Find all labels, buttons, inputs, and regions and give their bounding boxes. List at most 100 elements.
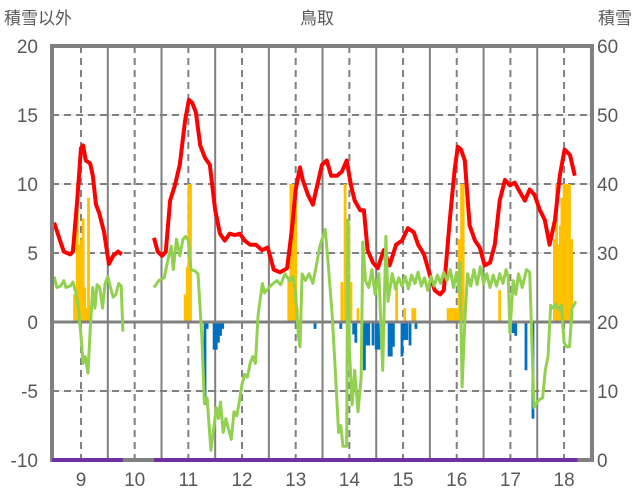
y-tick-right: 50 — [597, 106, 618, 127]
orange-bar — [183, 294, 187, 322]
blue-bar — [371, 322, 375, 346]
blue-bar — [203, 322, 207, 405]
green-line — [52, 275, 125, 375]
x-tick: 15 — [392, 470, 413, 491]
x-tick: 12 — [231, 470, 252, 491]
blue-bar — [205, 322, 209, 329]
blue-bar — [374, 322, 378, 350]
orange-bar — [291, 184, 294, 322]
orange-bar — [568, 184, 571, 322]
y-tick-left: -10 — [11, 451, 38, 472]
blue-bar — [363, 322, 366, 371]
orange-bar — [558, 225, 562, 322]
orange-bar — [287, 276, 291, 322]
orange-bar — [498, 290, 502, 322]
orange-bar — [84, 308, 88, 322]
line-series — [52, 97, 592, 452]
orange-bar — [451, 308, 454, 322]
orange-bar — [564, 184, 568, 322]
orange-bar — [349, 281, 353, 322]
orange-bar — [460, 184, 463, 322]
blue-bar — [391, 322, 395, 347]
orange-bar — [75, 184, 79, 322]
orange-bar — [562, 184, 566, 322]
orange-bar — [403, 308, 407, 322]
red-line — [52, 143, 123, 266]
orange-bar — [81, 218, 85, 322]
y-tick-left: 0 — [27, 313, 38, 334]
x-tick: 18 — [554, 470, 575, 491]
orange-bar — [570, 239, 574, 322]
blue-bar — [387, 322, 391, 357]
orange-bar — [185, 266, 189, 322]
x-tick: 11 — [178, 470, 198, 491]
orange-bar — [448, 308, 452, 322]
y-tick-right: 60 — [597, 37, 618, 58]
blue-bar — [524, 322, 528, 371]
y-tick-left: 15 — [17, 106, 38, 127]
blue-bar — [217, 322, 220, 343]
y-tick-right: 40 — [597, 175, 618, 196]
x-tick: 14 — [339, 470, 361, 491]
blue-bar — [511, 322, 515, 334]
y-tick-left: 5 — [27, 244, 38, 265]
orange-bar — [73, 294, 76, 322]
right-axis-label: 積雪 — [598, 9, 632, 29]
orange-bar — [556, 244, 560, 322]
x-tick: 17 — [500, 470, 521, 491]
orange-bar — [87, 197, 90, 322]
x-tick: 13 — [285, 470, 306, 491]
orange-bar — [411, 308, 415, 322]
blue-bar — [214, 322, 218, 350]
orange-bar — [340, 281, 344, 322]
x-tick: 10 — [124, 470, 145, 491]
blue-bar — [402, 322, 406, 340]
orange-bar — [343, 184, 347, 322]
x-tick: 9 — [76, 470, 87, 491]
green-line — [152, 218, 578, 452]
blue-bar — [514, 322, 518, 336]
orange-bar — [553, 239, 556, 322]
orange-bar — [555, 184, 558, 322]
orange-bar — [80, 239, 83, 322]
gridlines — [52, 46, 592, 460]
orange-bar — [292, 200, 296, 322]
orange-bar — [560, 197, 564, 322]
y-tick-right: 0 — [597, 451, 608, 472]
orange-bar — [83, 287, 87, 322]
orange-bar — [356, 308, 360, 322]
blue-bar — [219, 322, 222, 336]
y-tick-left: 10 — [17, 175, 38, 196]
orange-bar — [453, 308, 456, 322]
y-tick-right: 10 — [597, 382, 618, 403]
blue-bar — [212, 322, 216, 350]
blue-bar — [354, 322, 358, 343]
blue-bar — [400, 322, 404, 357]
blue-bar — [365, 322, 368, 346]
chart-title: 鳥取 — [300, 9, 334, 29]
blue-bar — [367, 322, 371, 346]
blue-bar — [313, 322, 317, 329]
blue-bar — [414, 322, 418, 329]
blue-bar — [389, 322, 393, 357]
orange-bar — [294, 200, 298, 322]
red-line — [152, 97, 577, 297]
blue-bar — [405, 322, 409, 340]
orange-bar — [395, 280, 399, 322]
blue-bar — [408, 322, 412, 346]
y-tick-right: 20 — [597, 313, 618, 334]
x-tick: 16 — [446, 470, 467, 491]
left-axis-label: 積雪以外 — [4, 9, 72, 29]
orange-bar — [461, 184, 465, 322]
blue-bar — [221, 322, 225, 329]
y-tick-left: 20 — [17, 37, 38, 58]
orange-bar — [77, 244, 81, 322]
blue-bar — [339, 322, 343, 329]
y-tick-left: -5 — [21, 382, 38, 403]
blue-bar — [352, 322, 356, 335]
orange-bar — [413, 308, 417, 322]
orange-bar — [455, 308, 459, 322]
orange-bar — [566, 184, 570, 322]
